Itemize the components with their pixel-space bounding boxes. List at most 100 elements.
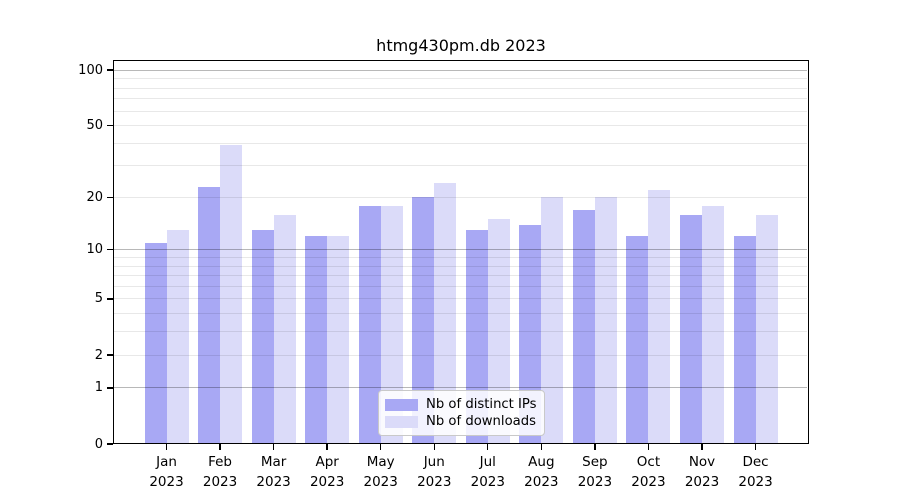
y-tick-label-20: 20: [86, 189, 103, 205]
legend-swatch-downloads: [385, 415, 418, 428]
x-tick-mar: [272, 444, 275, 450]
y-tick-label-1: 1: [94, 380, 103, 396]
x-label-year: 2023: [470, 473, 505, 490]
x-label-year: 2023: [631, 473, 666, 490]
x-label-year: 2023: [256, 473, 291, 490]
x-label-year: 2023: [202, 473, 238, 490]
y-tick-label-10: 10: [86, 242, 103, 258]
x-label-year: 2023: [577, 473, 613, 490]
x-label-feb: Feb 2023: [185, 453, 255, 492]
x-tick-dec: [754, 444, 757, 450]
x-label-year: 2023: [149, 473, 184, 490]
y-tick-5: [107, 298, 113, 300]
gridline-minor-70: [114, 98, 808, 100]
x-label-month: Sep: [582, 454, 608, 470]
gridline-minor-90: [114, 78, 808, 80]
x-tick-may: [380, 444, 382, 450]
x-label-oct: Oct 2023: [613, 453, 683, 492]
x-label-month: Jul: [479, 454, 496, 470]
x-tick-jul: [487, 444, 489, 450]
bar-downloads-aug: [541, 197, 564, 444]
bar-distinct-ips-jan: [144, 242, 167, 444]
x-label-apr: Apr 2023: [292, 453, 362, 492]
x-label-year: 2023: [417, 473, 452, 490]
x-label-sep: Sep 2023: [560, 453, 630, 492]
x-tick-aug: [540, 444, 543, 450]
legend-item-distinct-ips: Nb of distinct IPs: [385, 397, 537, 412]
legend-label-downloads: Nb of downloads: [426, 414, 536, 429]
y-tick-1: [107, 387, 113, 389]
x-label-may: May 2023: [346, 453, 416, 492]
x-tick-jan: [165, 444, 168, 450]
gridline-major-100: [114, 69, 808, 71]
bar-downloads-jul: [487, 219, 510, 444]
x-label-nov: Nov 2023: [667, 453, 737, 492]
bar-distinct-ips-nov: [680, 214, 702, 444]
y-tick-label-100: 100: [78, 62, 103, 78]
bar-distinct-ips-jun: [412, 197, 435, 444]
x-label-month: Mar: [260, 454, 287, 470]
x-label-aug: Aug 2023: [506, 453, 576, 492]
gridline-minor-80: [114, 87, 808, 89]
y-tick-0: [107, 443, 113, 445]
chart-title: htmg430pm.db 2023: [376, 36, 546, 55]
bar-downloads-jun: [434, 183, 457, 444]
y-tick-20: [107, 196, 113, 199]
x-label-month: Aug: [528, 454, 555, 470]
y-tick-label-0: 0: [94, 436, 103, 452]
gridline-minor-30: [114, 165, 808, 167]
x-label-month: Oct: [636, 454, 661, 470]
bar-downloads-apr: [327, 236, 350, 444]
gridline-minor-40: [114, 142, 808, 144]
x-tick-sep: [594, 444, 596, 450]
x-label-year: 2023: [363, 473, 398, 490]
x-label-dec: Dec 2023: [721, 453, 791, 492]
bar-distinct-ips-apr: [305, 236, 328, 444]
bar-distinct-ips-mar: [251, 230, 274, 444]
x-label-month: Nov: [688, 454, 716, 470]
bar-distinct-ips-may: [358, 205, 381, 444]
bar-downloads-dec: [755, 214, 778, 444]
x-label-jun: Jun 2023: [399, 453, 469, 492]
bar-downloads-jan: [166, 230, 189, 444]
bar-distinct-ips-feb: [198, 186, 221, 444]
y-tick-50: [107, 124, 113, 127]
x-label-month: Jan: [156, 454, 177, 470]
x-label-year: 2023: [309, 473, 345, 490]
y-tick-label-50: 50: [86, 118, 103, 134]
x-label-month: Jun: [423, 454, 445, 470]
bar-downloads-mar: [273, 214, 296, 444]
bar-downloads-feb: [220, 145, 243, 444]
bar-distinct-ips-sep: [572, 209, 595, 444]
bar-distinct-ips-dec: [733, 236, 756, 444]
x-label-month: Feb: [208, 454, 232, 470]
gridline-minor-60: [114, 110, 808, 112]
bar-distinct-ips-oct: [626, 236, 649, 444]
x-label-month: Dec: [742, 454, 769, 470]
y-tick-100: [107, 69, 113, 71]
gridline-minor-50: [114, 125, 808, 127]
x-label-month: Apr: [315, 454, 339, 470]
x-label-month: May: [366, 454, 395, 470]
legend: Nb of distinct IPs Nb of downloads: [378, 390, 545, 436]
y-tick-10: [107, 249, 113, 251]
x-label-jan: Jan 2023: [132, 453, 202, 492]
x-tick-feb: [219, 444, 221, 450]
bar-downloads-sep: [594, 197, 617, 444]
y-tick-label-2: 2: [94, 347, 103, 363]
x-tick-nov: [701, 444, 703, 450]
legend-label-distinct-ips: Nb of distinct IPs: [426, 397, 537, 412]
x-label-year: 2023: [524, 473, 559, 490]
x-label-jul: Jul 2023: [453, 453, 523, 492]
bar-downloads-oct: [648, 190, 671, 444]
x-label-year: 2023: [738, 473, 773, 490]
legend-item-downloads: Nb of downloads: [385, 414, 536, 429]
y-tick-2: [107, 354, 113, 356]
x-label-year: 2023: [684, 473, 720, 490]
x-label-mar: Mar 2023: [239, 453, 309, 492]
x-tick-apr: [326, 444, 328, 450]
bar-downloads-may: [380, 205, 403, 444]
bar-downloads-nov: [702, 205, 724, 444]
y-tick-label-5: 5: [94, 291, 103, 307]
